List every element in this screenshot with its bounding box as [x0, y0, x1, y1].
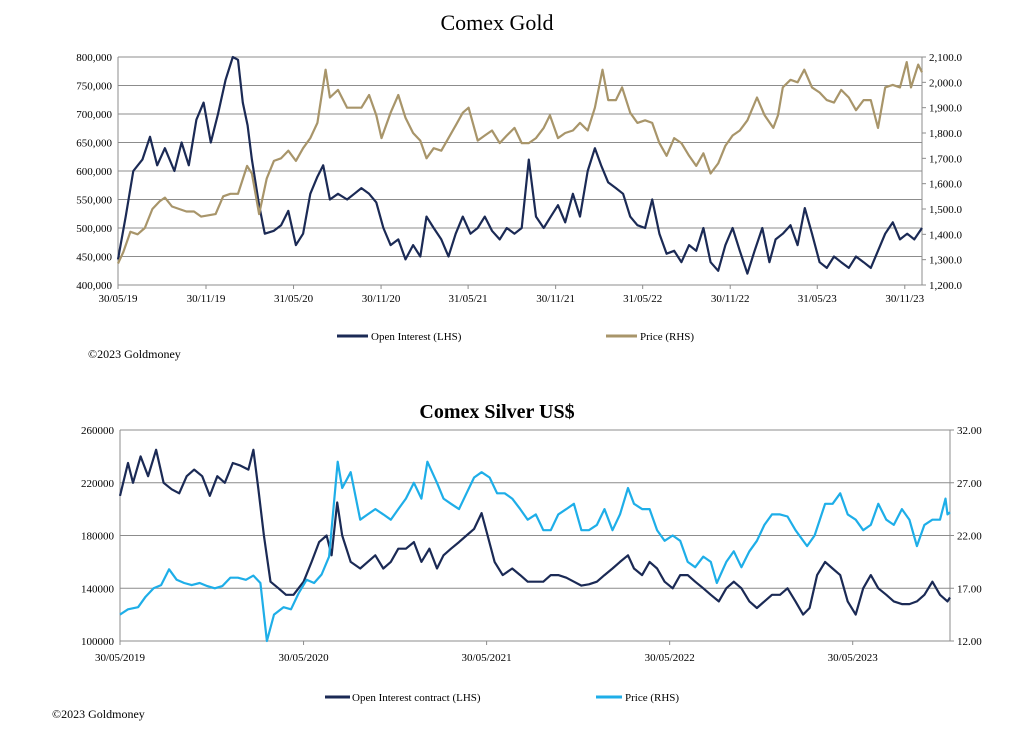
gold-x-tick-label: 31/05/22	[623, 293, 662, 305]
silver-chart-title: Comex Silver US$	[419, 401, 574, 423]
silver-left-tick-label: 140000	[81, 583, 115, 595]
gold-x-tick-label: 31/05/21	[449, 293, 488, 305]
silver-right-tick-label: 12.00	[957, 636, 982, 648]
gold-x-tick-label: 30/11/20	[362, 293, 401, 305]
silver-chart: Comex Silver US$ 100000 140000 180000 22000…	[52, 401, 982, 721]
silver-legend-oi-label: Open Interest contract (LHS)	[352, 692, 481, 704]
gold-right-tick-label: 2,100.0	[929, 52, 963, 64]
silver-x-tick-label: 30/05/2023	[828, 652, 879, 664]
gold-left-tick-label: 500,000	[76, 223, 112, 235]
silver-left-axis-ticks: 100000 140000 180000 220000 260000	[81, 425, 115, 648]
silver-copyright: ©2023 Goldmoney	[52, 707, 145, 721]
gold-x-tick-label: 30/11/22	[711, 293, 750, 305]
silver-x-tick-label: 30/05/2021	[462, 652, 512, 664]
silver-series-price-line	[119, 460, 951, 643]
silver-x-axis-ticks: 30/05/2019 30/05/2020 30/05/2021 30/05/2022…	[95, 652, 878, 664]
gold-left-tick-label: 750,000	[76, 81, 112, 93]
gold-right-tick-label: 1,300.0	[929, 255, 963, 267]
gold-right-tick-label: 1,600.0	[929, 179, 963, 191]
gold-copyright: ©2023 Goldmoney	[88, 347, 181, 361]
gold-legend: Open Interest (LHS) Price (RHS)	[337, 331, 694, 343]
gold-x-tick-label: 31/05/23	[798, 293, 838, 305]
silver-left-tick-label: 260000	[81, 425, 115, 437]
silver-series-open-interest-line	[118, 448, 951, 616]
silver-series	[118, 448, 951, 643]
silver-x-tick-label: 30/05/2022	[645, 652, 695, 664]
silver-right-tick-label: 32.00	[957, 425, 982, 437]
gold-right-tick-label: 1,200.0	[929, 280, 963, 292]
silver-right-tick-label: 22.00	[957, 531, 982, 543]
gold-x-tick-label: 30/05/19	[98, 293, 138, 305]
gold-left-tick-label: 450,000	[76, 252, 112, 264]
gold-right-tick-label: 1,800.0	[929, 128, 963, 140]
silver-right-axis-ticks: 12.00 17.00 22.00 27.00 32.00	[957, 425, 982, 648]
silver-left-tick-label: 220000	[81, 478, 115, 490]
gold-series-open-interest-line	[116, 55, 923, 275]
gold-left-tick-label: 700,000	[76, 109, 112, 121]
silver-gridlines	[119, 429, 954, 645]
gold-x-tick-label: 30/11/19	[187, 293, 226, 305]
gold-left-tick-label: 400,000	[76, 280, 112, 292]
gold-chart-title: Comex Gold	[440, 10, 553, 35]
silver-x-tick-label: 30/05/2020	[278, 652, 329, 664]
silver-left-tick-label: 100000	[81, 636, 115, 648]
gold-series-price-line	[117, 61, 923, 264]
gold-legend-oi-label: Open Interest (LHS)	[371, 331, 462, 343]
silver-legend-price-label: Price (RHS)	[625, 692, 679, 704]
gold-right-tick-label: 1,900.0	[929, 103, 963, 115]
gold-x-tick-label: 30/11/23	[885, 293, 924, 305]
gold-gridlines	[117, 56, 926, 289]
gold-right-tick-label: 1,700.0	[929, 153, 963, 165]
gold-left-axis-ticks: 400,000 450,000 500,000 550,000 600,000 650,0…	[76, 52, 112, 292]
gold-series	[116, 55, 923, 275]
silver-legend: Open Interest contract (LHS) Price (RHS)	[325, 692, 679, 704]
gold-right-axis-ticks: 1,200.0 1,300.0 1,400.0 1,500.0 1,600.0 1,700…	[929, 52, 963, 292]
gold-x-axis-ticks: 30/05/19 30/11/19 31/05/20 30/11/20 31/05/21…	[98, 293, 924, 305]
gold-right-tick-label: 1,500.0	[929, 204, 963, 216]
gold-left-tick-label: 650,000	[76, 138, 112, 150]
gold-left-tick-label: 800,000	[76, 52, 112, 64]
silver-x-tick-label: 30/05/2019	[95, 652, 146, 664]
gold-legend-price-label: Price (RHS)	[640, 331, 694, 343]
gold-x-tick-label: 31/05/20	[274, 293, 314, 305]
gold-x-tick-label: 30/11/21	[536, 293, 575, 305]
silver-right-tick-label: 17.00	[957, 583, 982, 595]
silver-left-tick-label: 180000	[81, 531, 115, 543]
silver-right-tick-label: 27.00	[957, 478, 982, 490]
gold-right-tick-label: 2,000.0	[929, 77, 963, 89]
gold-left-tick-label: 600,000	[76, 166, 112, 178]
gold-left-tick-label: 550,000	[76, 195, 112, 207]
gold-right-tick-label: 1,400.0	[929, 229, 963, 241]
gold-chart: Comex Gold 400,000 450,000 500,000 550,000 6…	[76, 10, 963, 361]
